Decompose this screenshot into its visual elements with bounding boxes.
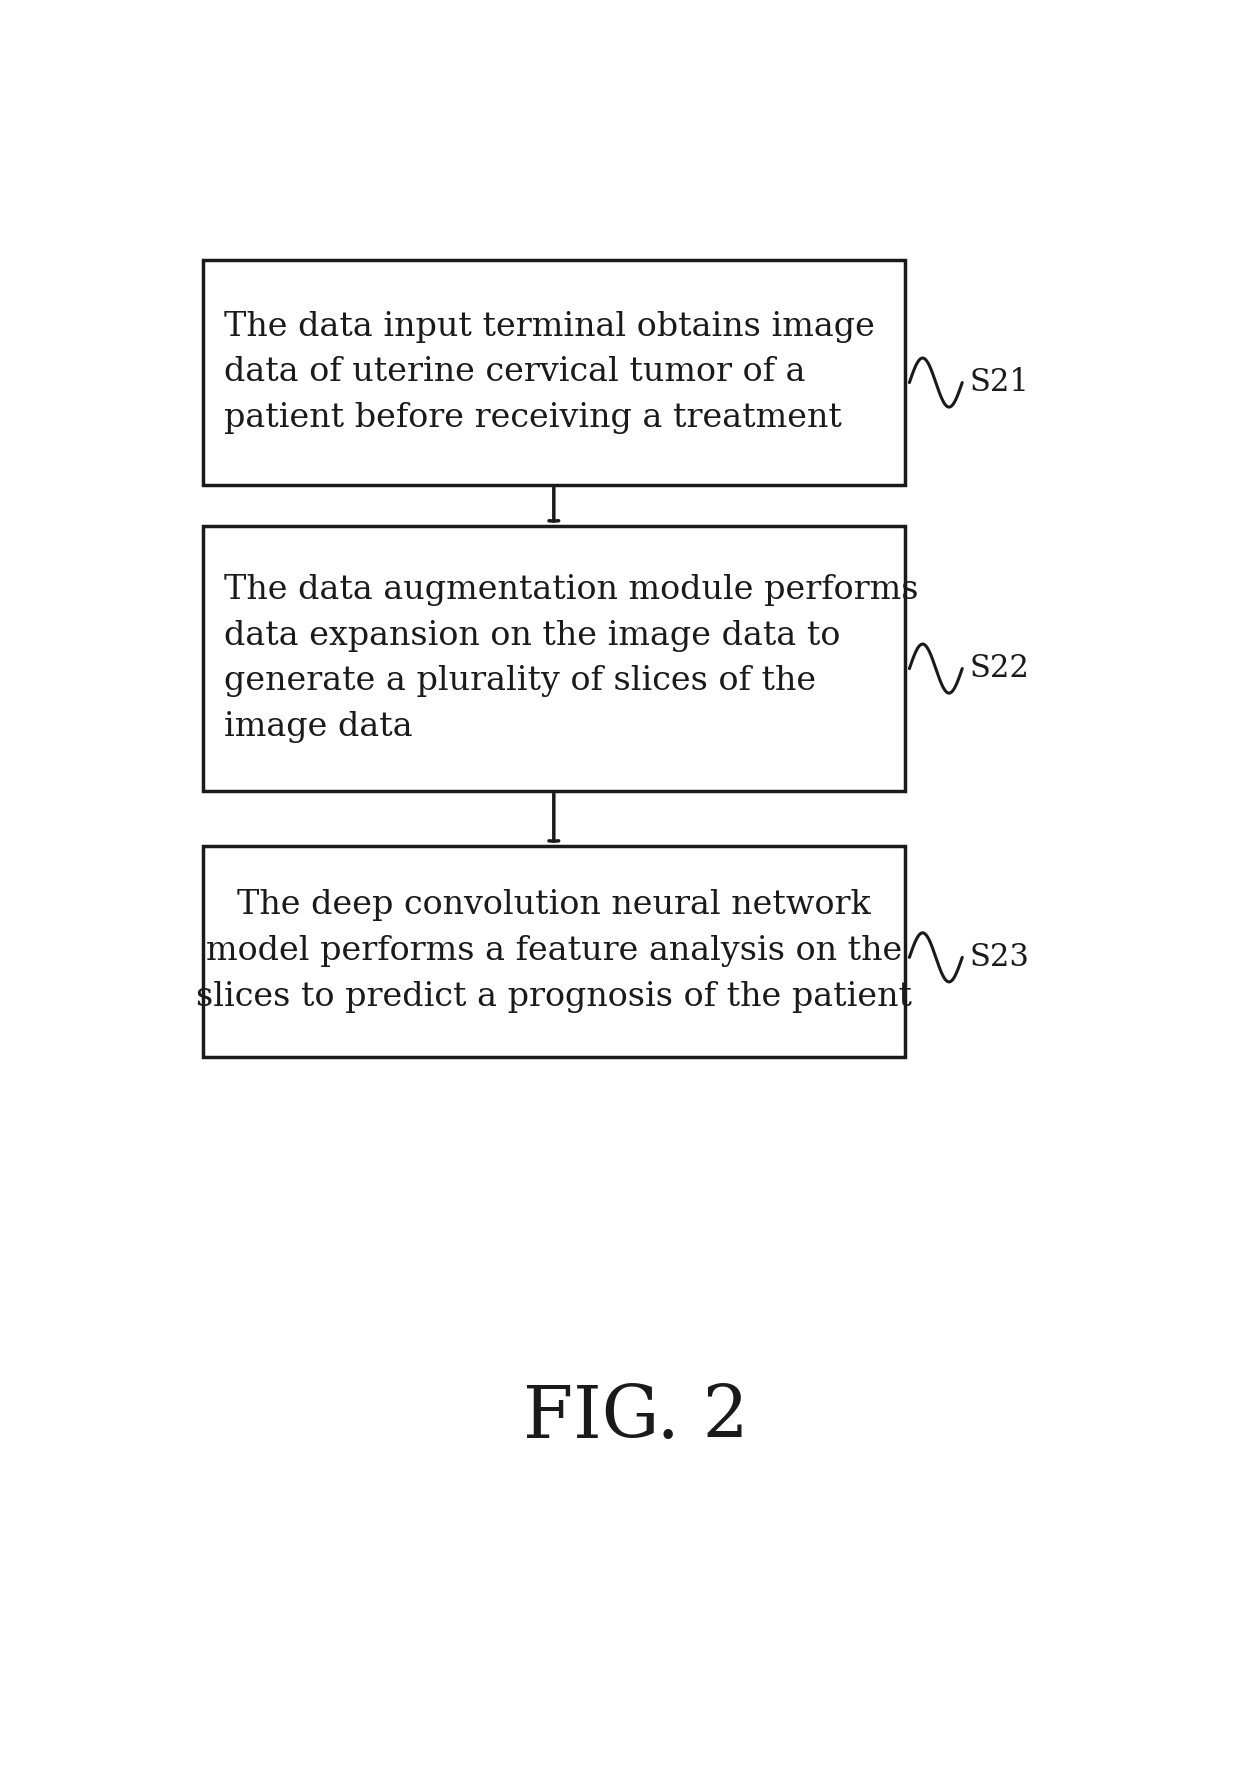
Text: The data input terminal obtains image
data of uterine cervical tumor of a
patien: The data input terminal obtains image da…	[224, 311, 875, 433]
Text: S23: S23	[970, 941, 1029, 973]
Text: S22: S22	[970, 653, 1029, 685]
Bar	[203, 260, 904, 485]
Text: The deep convolution neural network
model performs a feature analysis on the
sli: The deep convolution neural network mode…	[196, 890, 911, 1014]
Text: The data augmentation module performs
data expansion on the image data to
genera: The data augmentation module performs da…	[224, 573, 919, 743]
Bar	[203, 525, 904, 791]
Text: S21: S21	[970, 366, 1029, 398]
Bar	[203, 846, 904, 1056]
Text: FIG. 2: FIG. 2	[523, 1383, 748, 1452]
